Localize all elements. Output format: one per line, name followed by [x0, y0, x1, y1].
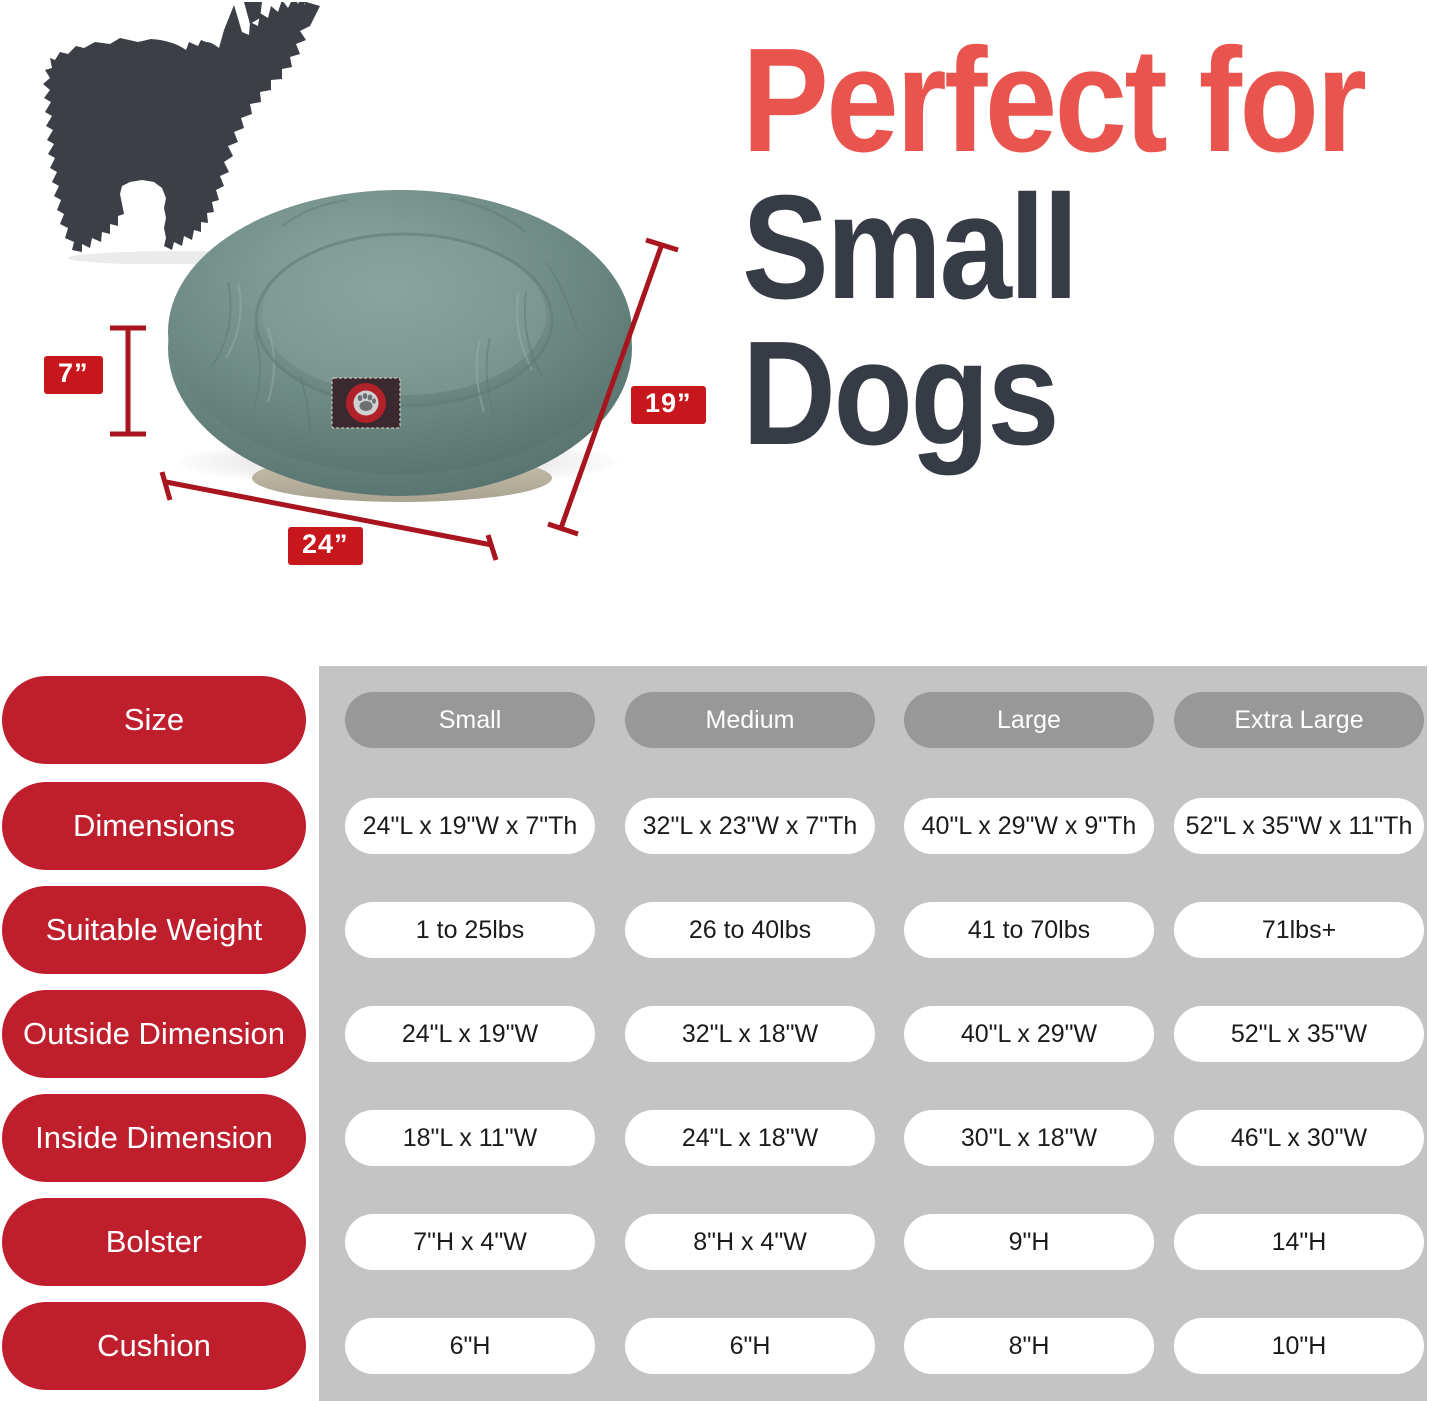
cell-bolster-large: 9"H: [904, 1214, 1154, 1270]
cell-suitable-weight-medium: 26 to 40lbs: [625, 902, 875, 958]
headline-line-2: Small: [742, 164, 1079, 330]
cell-inside-dimension-small: 18"L x 11"W: [345, 1110, 595, 1166]
cell-suitable-weight-small: 1 to 25lbs: [345, 902, 595, 958]
row-label-bolster: Bolster: [2, 1198, 306, 1286]
headline-line-1: Perfect for: [742, 18, 1367, 183]
cell-dimensions-large: 40"L x 29"W x 9"Th: [904, 798, 1154, 854]
row-label-inside-dimension: Inside Dimension: [2, 1094, 306, 1182]
cell-cushion-small: 6"H: [345, 1318, 595, 1374]
row-label-outside-dimension: Outside Dimension: [2, 990, 306, 1078]
cell-dimensions-small: 24"L x 19"W x 7"Th: [345, 798, 595, 854]
headline-line-3: Dogs: [742, 311, 1060, 477]
cell-inside-dimension-extra-large: 46"L x 30"W: [1174, 1110, 1424, 1166]
cell-cushion-extra-large: 10"H: [1174, 1318, 1424, 1374]
column-header-small: Small: [345, 692, 595, 748]
cell-suitable-weight-large: 41 to 70lbs: [904, 902, 1154, 958]
column-header-extra-large: Extra Large: [1174, 692, 1424, 748]
cell-bolster-extra-large: 14"H: [1174, 1214, 1424, 1270]
cell-inside-dimension-large: 30"L x 18"W: [904, 1110, 1154, 1166]
cell-outside-dimension-small: 24"L x 19"W: [345, 1006, 595, 1062]
callout-height-label: 7”: [44, 356, 103, 394]
cell-cushion-large: 8"H: [904, 1318, 1154, 1374]
cell-inside-dimension-medium: 24"L x 18"W: [625, 1110, 875, 1166]
callout-length-label: 24”: [288, 527, 363, 565]
cell-bolster-medium: 8"H x 4"W: [625, 1214, 875, 1270]
cell-suitable-weight-extra-large: 71lbs+: [1174, 902, 1424, 958]
row-label-dimensions: Dimensions: [2, 782, 306, 870]
row-label-size: Size: [2, 676, 306, 764]
column-header-large: Large: [904, 692, 1154, 748]
row-label-cushion: Cushion: [2, 1302, 306, 1390]
headline: Perfect for Small Dogs: [742, 18, 1442, 477]
column-header-medium: Medium: [625, 692, 875, 748]
cell-outside-dimension-extra-large: 52"L x 35"W: [1174, 1006, 1424, 1062]
cell-cushion-medium: 6"H: [625, 1318, 875, 1374]
brand-logo-tag: [331, 377, 401, 429]
cell-bolster-small: 7"H x 4"W: [345, 1214, 595, 1270]
hero-section: 7” 19” 24” Perfect for Small Dogs: [0, 0, 1445, 660]
callout-width-label: 19”: [631, 386, 706, 424]
cell-dimensions-medium: 32"L x 23"W x 7"Th: [625, 798, 875, 854]
cell-outside-dimension-medium: 32"L x 18"W: [625, 1006, 875, 1062]
cell-dimensions-extra-large: 52"L x 35"W x 11"Th: [1174, 798, 1424, 854]
row-label-suitable-weight: Suitable Weight: [2, 886, 306, 974]
cell-outside-dimension-large: 40"L x 29"W: [904, 1006, 1154, 1062]
